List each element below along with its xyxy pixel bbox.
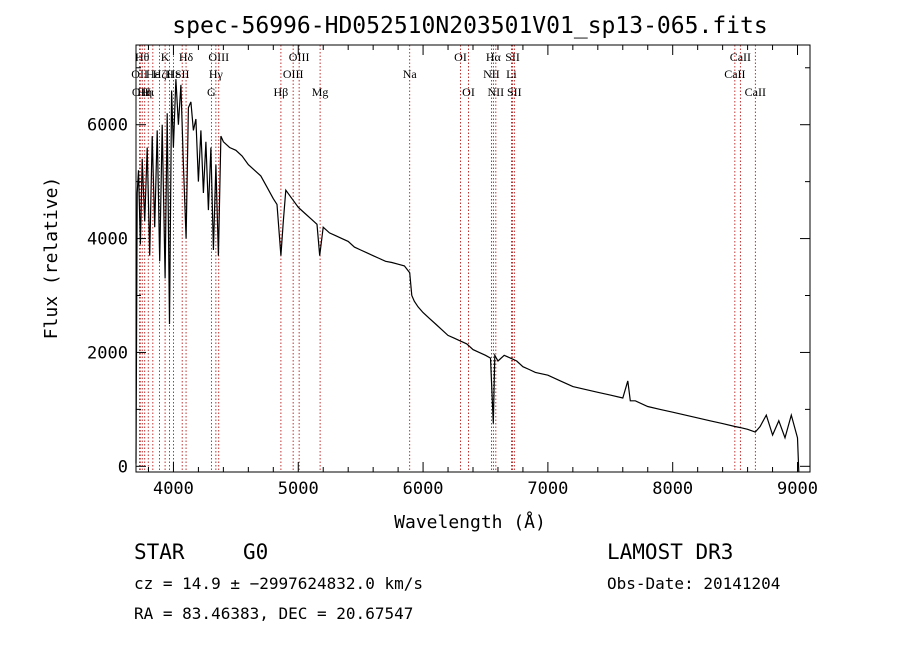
line-label-3: Hη (137, 85, 152, 99)
y-axis-ticks: 0 2000 4000 6000 (87, 67, 810, 477)
line-label-13: Hγ (209, 67, 224, 81)
line-label-22: NII (483, 67, 500, 81)
line-label-20: OI (454, 50, 467, 64)
x-tick-label-2: 6000 (403, 479, 444, 499)
line-label-14: OIII (208, 50, 229, 64)
line-label-16: OIII (283, 67, 304, 81)
x-tick-label-5: 9000 (777, 479, 818, 499)
line-label-26: SII (505, 50, 520, 64)
plot-frame (135, 44, 811, 473)
x-axis-label: Wavelength (Å) (394, 511, 546, 533)
line-label-0: OII (131, 67, 148, 81)
line-label-12: G (207, 85, 216, 99)
spectral-line-markers (139, 45, 756, 472)
line-label-25: Li (506, 67, 517, 81)
line-label-17: OIII (289, 50, 310, 64)
line-label-2: Hθ (135, 50, 150, 64)
line-label-30: CaII (745, 85, 766, 99)
obs-date: Obs-Date: 20141204 (607, 574, 780, 593)
coordinates: RA = 83.46383, DEC = 20.67547 (134, 604, 413, 623)
line-label-27: SII (507, 85, 522, 99)
line-label-9: Hε (167, 67, 181, 81)
line-label-4: Hι (142, 85, 155, 99)
line-label-24: NII (488, 85, 505, 99)
line-label-5: Hε (146, 67, 160, 81)
survey-name: LAMOST DR3 (607, 540, 733, 564)
x-tick-label-3: 7000 (527, 479, 568, 499)
line-label-21: OI (462, 85, 475, 99)
y-tick-label-0: 0 (118, 457, 128, 477)
spectrum-series-line (135, 79, 800, 473)
line-label-6: Hζ (153, 67, 167, 81)
line-label-23: Hα (486, 50, 502, 64)
redshift-line: cz = 14.9 ± −2997624832.0 km/s (134, 574, 423, 593)
y-tick-label-3: 6000 (87, 116, 128, 136)
x-tick-label-1: 5000 (278, 479, 319, 499)
line-label-18: Mg (312, 85, 329, 99)
y-axis-label: Flux (relative) (41, 177, 62, 340)
line-label-28: CaII (724, 67, 745, 81)
y-tick-label-1: 2000 (87, 343, 128, 363)
line-label-15: Hβ (274, 85, 289, 99)
line-label-10: SII (175, 67, 190, 81)
x-axis-ticks: 4000 5000 6000 7000 8000 9000 (147, 45, 818, 499)
x-tick-label-4: 8000 (652, 479, 693, 499)
line-label-11: Hδ (179, 50, 194, 64)
line-label-19: Na (403, 67, 418, 81)
line-label-7: K (161, 50, 170, 64)
line-label-29: CaII (730, 50, 751, 64)
chart-title: spec-56996-HD052510N203501V01_sp13-065.f… (172, 13, 767, 39)
y-tick-label-2: 4000 (87, 230, 128, 250)
spectral-line-labels: OIIOIIHθHηHιHεHζKHHεSIIHδGHγOIIIHβOIIIOI… (131, 50, 766, 99)
object-type: STAR (134, 540, 185, 564)
object-subclass: G0 (243, 540, 268, 564)
line-label-8: H (165, 67, 174, 81)
x-tick-label-0: 4000 (153, 479, 194, 499)
